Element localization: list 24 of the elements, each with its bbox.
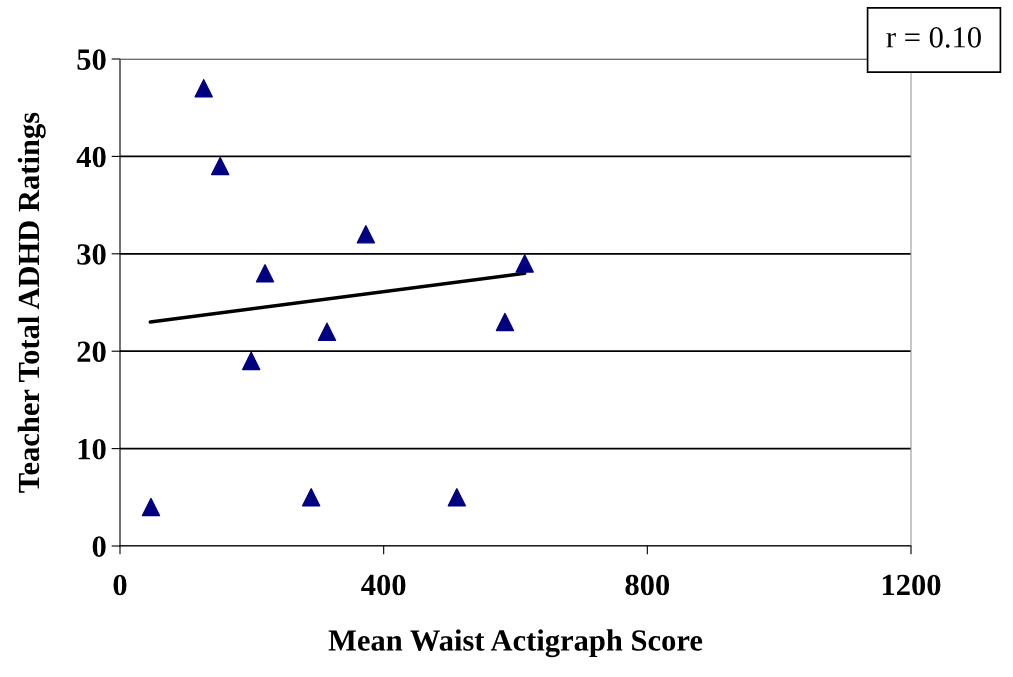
point — [194, 79, 213, 98]
y-tick-label: 0 — [92, 536, 106, 557]
point — [241, 351, 261, 371]
x-tick-label: 0 — [113, 574, 127, 596]
text: r = 0.10 — [886, 27, 981, 48]
y-axis-title: Teacher Total ADHD Ratings — [17, 112, 46, 493]
y-tick-label: 30 — [77, 244, 106, 265]
x-tick-label: 800 — [625, 574, 670, 596]
point — [141, 497, 161, 517]
point — [515, 254, 534, 273]
x-axis-title: Mean Waist Actigraph Score — [328, 629, 703, 658]
point — [447, 488, 467, 507]
x-tick-label: 400 — [361, 574, 406, 596]
point — [495, 312, 515, 332]
point — [301, 488, 321, 507]
point — [317, 322, 337, 341]
point — [210, 156, 230, 176]
y-tick-label: 40 — [76, 146, 106, 168]
y-tick-label: 10 — [78, 438, 106, 460]
y-tick-label: 20 — [77, 341, 106, 363]
point — [255, 264, 275, 283]
y-tick-label: 50 — [77, 49, 106, 70]
x-tick-label: 1200 — [882, 574, 941, 596]
point — [356, 225, 376, 244]
